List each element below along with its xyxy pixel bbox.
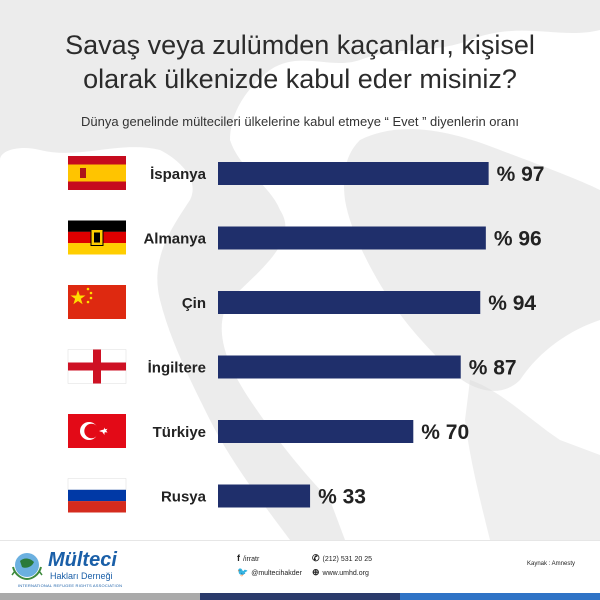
value-label: % 94 <box>488 292 536 315</box>
spain-flag-icon <box>68 156 126 190</box>
bar <box>218 420 414 443</box>
value-label: % 70 <box>421 421 469 444</box>
value-label: % 33 <box>318 486 366 509</box>
category-label: Rusya <box>161 489 207 506</box>
category-label: Çin <box>182 295 206 312</box>
title-line-2: olarak ülkenizde kabul eder misiniz? <box>83 64 517 94</box>
phone-icon: ✆ <box>312 553 320 563</box>
website-contact[interactable]: ⊕ www.umhd.org <box>312 567 369 578</box>
china-flag-icon <box>68 285 126 319</box>
value-label: % 87 <box>469 357 517 380</box>
globe-logo-icon <box>11 553 43 581</box>
twitter-contact[interactable]: 🐦 @multecihakder <box>237 567 302 578</box>
bar-chart: İspanya % 97 Almanya % 96 Çin % 94 İngiltere % … <box>67 156 545 513</box>
strip-grey <box>0 593 200 600</box>
phone-number: (212) 531 20 25 <box>322 556 372 563</box>
facebook-contact[interactable]: f/irratr <box>237 553 259 563</box>
strip-blue <box>400 593 600 600</box>
twitter-icon: 🐦 <box>237 567 249 577</box>
strip-dark <box>200 593 400 600</box>
website-url: www.umhd.org <box>322 570 369 577</box>
bar <box>218 291 481 314</box>
value-label: % 96 <box>494 228 542 251</box>
globe-icon: ⊕ <box>312 567 320 577</box>
chart-subtitle: Dünya genelinde mültecileri ülkelerine k… <box>81 114 519 129</box>
logo-subname: Hakları Derneği <box>50 571 113 581</box>
bar <box>218 162 489 185</box>
footer: Mülteci Hakları Derneği INTERNATIONAL RE… <box>0 540 600 600</box>
category-label: İngiltere <box>148 360 206 377</box>
russia-flag-icon <box>67 478 127 513</box>
logo: Mülteci Hakları Derneği INTERNATIONAL RE… <box>10 549 170 589</box>
bar <box>218 226 486 250</box>
logo-name: Mülteci <box>48 549 117 571</box>
facebook-handle: /irratr <box>243 556 260 563</box>
england-flag-icon <box>67 349 127 384</box>
bar <box>218 484 311 508</box>
phone-contact: ✆ (212) 531 20 25 <box>312 553 372 564</box>
title-line-1: Savaş veya zulümden kaçanları, kişisel <box>65 30 535 60</box>
category-label: Türkiye <box>153 424 206 441</box>
category-label: İspanya <box>150 166 207 183</box>
logo-tagline: INTERNATIONAL REFUGEE RIGHTS ASSOCIATION <box>18 583 123 588</box>
facebook-icon: f <box>237 553 240 563</box>
value-label: % 97 <box>497 163 545 186</box>
germany-flag-icon <box>68 220 126 255</box>
world-map-background <box>0 0 600 540</box>
bar <box>218 355 461 379</box>
category-label: Almanya <box>143 231 206 248</box>
twitter-handle: @multecihakder <box>251 570 302 577</box>
turkey-flag-icon <box>68 414 126 448</box>
chart-title: Savaş veya zulümden kaçanları, kişisel o… <box>0 28 600 96</box>
footer-color-strip <box>0 593 600 600</box>
source-note: Kaynak : Amnesty <box>527 561 576 567</box>
